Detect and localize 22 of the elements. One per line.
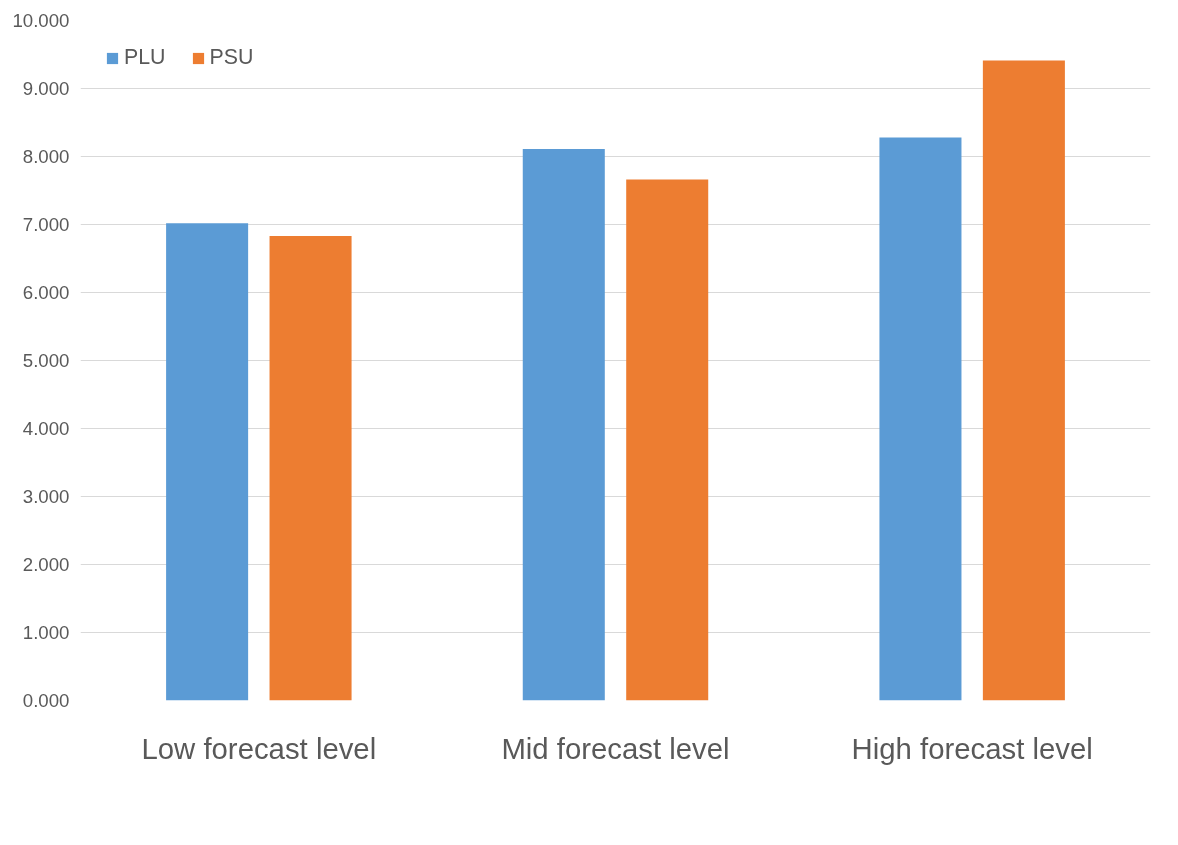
y-tick-label: 3.000: [22, 486, 70, 507]
y-tick-label: 9.000: [22, 78, 70, 99]
legend-label: PSU: [209, 45, 254, 70]
y-tick-label: 8.000: [22, 146, 70, 167]
y-tick-label: 2.000: [22, 554, 70, 575]
legend-label: PLU: [124, 45, 166, 70]
y-tick-label: 0.000: [22, 690, 70, 711]
y-tick-label: 10.000: [12, 10, 70, 31]
y-tick-label: 6.000: [22, 282, 70, 303]
bar: [166, 223, 249, 701]
bar: [879, 137, 962, 701]
y-tick-label: 1.000: [22, 622, 70, 643]
y-tick-label: 7.000: [22, 214, 70, 235]
y-tick-label: 5.000: [22, 350, 70, 371]
bar: [269, 236, 352, 701]
bar: [626, 179, 709, 701]
bar: [522, 149, 605, 701]
bar: [982, 60, 1065, 701]
y-tick-label: 4.000: [22, 418, 70, 439]
x-tick-label: Low forecast level: [141, 731, 377, 765]
x-tick-label: High forecast level: [851, 731, 1093, 765]
x-tick-label: Mid forecast level: [501, 731, 730, 765]
